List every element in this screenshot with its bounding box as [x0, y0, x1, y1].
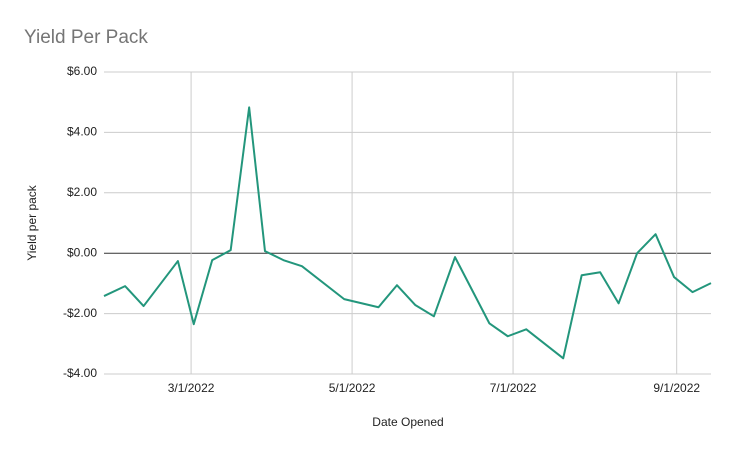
y-tick-label: $6.00	[67, 64, 97, 78]
x-tick-label: 9/1/2022	[653, 381, 700, 395]
y-tick-label: -$2.00	[63, 306, 97, 320]
x-tick-label: 3/1/2022	[168, 381, 215, 395]
x-tick-label: 5/1/2022	[329, 381, 376, 395]
data-line	[103, 106, 712, 360]
y-tick-label: $0.00	[67, 245, 97, 259]
y-axis-label: Yield per pack	[25, 184, 39, 261]
x-axis-label: Date Opened	[372, 415, 443, 429]
y-tick-label: -$4.00	[63, 366, 97, 380]
x-tick-label: 7/1/2022	[490, 381, 537, 395]
y-tick-label: $2.00	[67, 185, 97, 199]
chart-title: Yield Per Pack	[24, 27, 148, 48]
y-tick-label: $4.00	[67, 125, 97, 139]
